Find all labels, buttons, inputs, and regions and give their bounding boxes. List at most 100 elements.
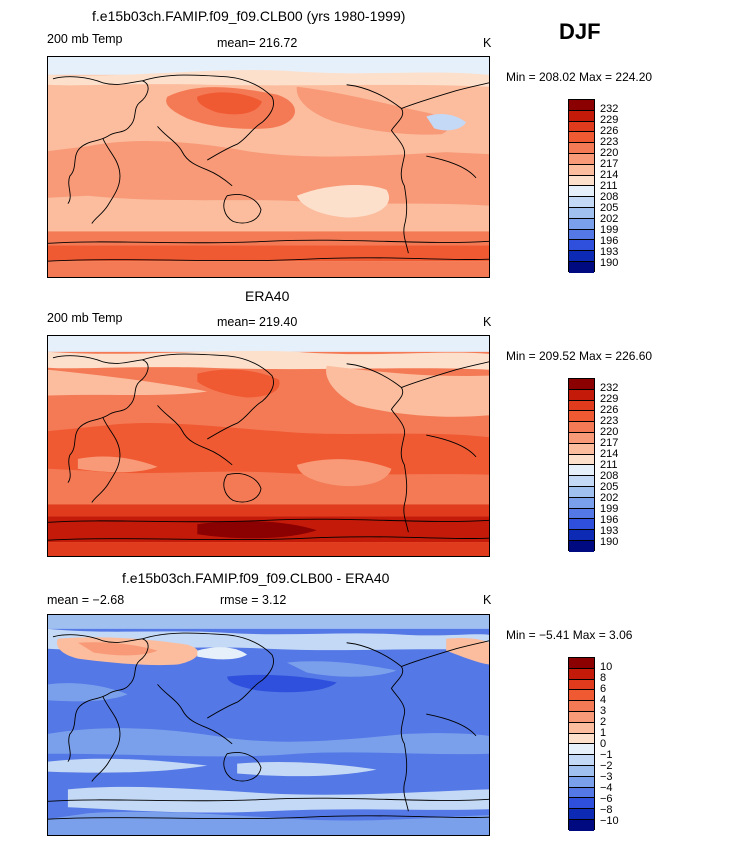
panel1-colorbar-label: 229	[600, 114, 619, 126]
panel2-colorbar-label: 223	[600, 415, 619, 427]
panel3-colorbar-label: 10	[600, 661, 613, 673]
panel3-colorbar-swatch	[569, 765, 594, 777]
panel2-colorbar-swatch	[569, 508, 594, 520]
panel2-colorbar-swatch	[569, 497, 594, 509]
panel1-colorbar-swatch	[569, 132, 594, 144]
panel3-colorbar-label: −1	[600, 749, 613, 761]
panel1-colorbar-label: 193	[600, 246, 619, 258]
panel1-colorbar-swatch	[569, 121, 594, 133]
panel2-colorbar-label: 232	[600, 382, 619, 394]
panel3-colorbar-label: 3	[600, 705, 607, 717]
panel2-colorbar-label: 217	[600, 437, 619, 449]
panel2-colorbar-swatch	[569, 379, 594, 390]
panel3-colorbar	[568, 657, 595, 831]
panel2-colorbar-swatch	[569, 400, 594, 412]
panel1-mean-label: mean= 216.72	[217, 36, 298, 50]
panel3-colorbar-swatch	[569, 711, 594, 723]
panel2-colorbar-label: 214	[600, 448, 619, 460]
panel2-colorbar-label: 196	[600, 514, 619, 526]
panel1-colorbar-swatch	[569, 240, 594, 252]
panel3-colorbar-swatch	[569, 658, 594, 669]
panel3-colorbar-label: 8	[600, 672, 607, 684]
panel2-minmax-label: Min = 209.52 Max = 226.60	[506, 349, 653, 363]
panel1-colorbar-label: 232	[600, 103, 619, 115]
panel2-colorbar-label: 211	[600, 459, 618, 471]
panel2-colorbar-swatch	[569, 540, 594, 552]
panel2-variable-label: 200 mb Temp	[47, 311, 123, 325]
panel1-variable-label: 200 mb Temp	[47, 32, 123, 46]
panel3-colorbar-label: 1	[600, 727, 607, 739]
panel1-colorbar	[568, 99, 595, 273]
panel1-colorbar-label: 211	[600, 180, 618, 192]
panel3-minmax-label: Min = −5.41 Max = 3.06	[506, 628, 633, 642]
panel2-colorbar-swatch	[569, 530, 594, 541]
panel1-colorbar-swatch	[569, 207, 594, 219]
panel3-colorbar-label: 2	[600, 716, 607, 728]
panel3-map	[47, 614, 490, 836]
panel1-colorbar-swatch	[569, 251, 594, 262]
panel2-colorbar-swatch	[569, 519, 594, 531]
panel2-colorbar-label: 202	[600, 492, 619, 504]
panel2-colorbar-label: 229	[600, 393, 619, 405]
panel3-colorbar-swatch	[569, 679, 594, 691]
panel1-colorbar-swatch	[569, 100, 594, 111]
panel1-colorbar-label: 202	[600, 213, 619, 225]
panel2-colorbar-swatch	[569, 454, 594, 466]
panel2-colorbar-swatch	[569, 389, 594, 401]
panel1-colorbar-swatch	[569, 186, 594, 198]
panel1-colorbar-swatch	[569, 218, 594, 230]
panel3-colorbar-label: −10	[600, 815, 619, 827]
panel3-colorbar-swatch	[569, 690, 594, 702]
panel3-colorbar-swatch	[569, 668, 594, 680]
panel3-colorbar-swatch	[569, 722, 594, 734]
panel2-colorbar-swatch	[569, 465, 594, 477]
panel2-colorbar-swatch	[569, 422, 594, 433]
panel3-colorbar-swatch	[569, 701, 594, 712]
panel1-colorbar-swatch	[569, 175, 594, 187]
panel1-minmax-label: Min = 208.02 Max = 224.20	[506, 70, 653, 84]
panel2-colorbar-swatch	[569, 443, 594, 455]
panel2-colorbar	[568, 378, 595, 552]
panel3-colorbar-swatch	[569, 755, 594, 766]
panel1-colorbar-swatch	[569, 197, 594, 208]
panel2-colorbar-label: 193	[600, 525, 619, 537]
panel1-colorbar-label: 190	[600, 257, 619, 269]
panel2-colorbar-swatch	[569, 432, 594, 444]
panel1-colorbar-label: 226	[600, 125, 619, 137]
panel3-colorbar-swatch	[569, 798, 594, 810]
panel3-colorbar-label: 6	[600, 683, 607, 695]
panel1-colorbar-swatch	[569, 143, 594, 154]
panel1-colorbar-label: 217	[600, 158, 619, 170]
panel3-colorbar-swatch	[569, 809, 594, 820]
panel1-units-label: K	[483, 36, 492, 50]
panel3-colorbar-label: −4	[600, 782, 613, 794]
panel2-map	[47, 335, 490, 557]
panel2-colorbar-label: 205	[600, 481, 619, 493]
panel1-colorbar-label: 208	[600, 191, 619, 203]
panel2-colorbar-label: 226	[600, 404, 619, 416]
panel1-colorbar-label: 214	[600, 169, 619, 181]
panel2-colorbar-label: 220	[600, 426, 619, 438]
panel1-colorbar-swatch	[569, 153, 594, 165]
panel1-colorbar-swatch	[569, 229, 594, 241]
panel2-title: ERA40	[245, 288, 290, 304]
panel1-map	[47, 56, 490, 278]
season-label: DJF	[559, 19, 601, 44]
panel3-mean-label: mean = −2.68	[47, 593, 125, 607]
panel2-colorbar-swatch	[569, 411, 594, 423]
panel1-colorbar-swatch	[569, 261, 594, 273]
panel3-colorbar-label: −3	[600, 771, 613, 783]
panel3-colorbar-swatch	[569, 776, 594, 788]
panel3-colorbar-label: −6	[600, 793, 613, 805]
panel1-colorbar-label: 223	[600, 136, 619, 148]
panel1-colorbar-swatch	[569, 110, 594, 122]
panel3-colorbar-label: 0	[600, 738, 607, 750]
panel2-colorbar-label: 190	[600, 536, 619, 548]
panel1-colorbar-label: 220	[600, 147, 619, 159]
panel3-colorbar-swatch	[569, 819, 594, 831]
panel1-colorbar-label: 196	[600, 235, 619, 247]
panel2-colorbar-label: 199	[600, 503, 619, 515]
panel3-colorbar-label: −2	[600, 760, 613, 772]
panel3-colorbar-swatch	[569, 744, 594, 756]
panel3-colorbar-label: −8	[600, 804, 613, 816]
